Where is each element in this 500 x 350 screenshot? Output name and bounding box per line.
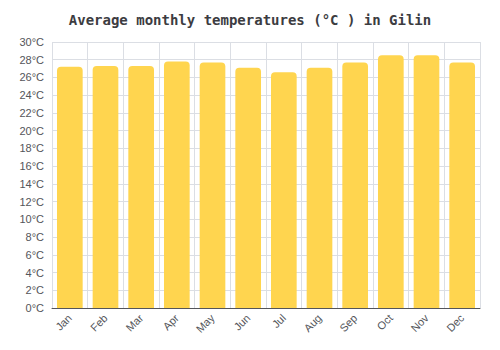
svg-text:Apr: Apr <box>161 312 182 333</box>
svg-text:8°C: 8°C <box>26 231 45 243</box>
svg-text:14°C: 14°C <box>19 178 44 190</box>
svg-text:26°C: 26°C <box>19 71 44 83</box>
svg-text:18°C: 18°C <box>19 142 44 154</box>
svg-text:0°C: 0°C <box>26 302 45 314</box>
svg-text:10°C: 10°C <box>19 213 44 225</box>
svg-text:Oct: Oct <box>375 312 396 333</box>
svg-text:Jan: Jan <box>53 312 74 333</box>
svg-text:30°C: 30°C <box>19 36 44 48</box>
svg-text:Feb: Feb <box>88 312 110 334</box>
svg-text:12°C: 12°C <box>19 196 44 208</box>
svg-text:22°C: 22°C <box>19 107 44 119</box>
svg-text:20°C: 20°C <box>19 125 44 137</box>
svg-text:Sep: Sep <box>337 312 359 334</box>
svg-text:Average monthly temperatures (: Average monthly temperatures (°C ) in Gi… <box>69 12 431 28</box>
svg-text:16°C: 16°C <box>19 160 44 172</box>
svg-text:May: May <box>194 311 218 335</box>
svg-text:24°C: 24°C <box>19 89 44 101</box>
svg-text:4°C: 4°C <box>26 267 45 279</box>
svg-text:Aug: Aug <box>301 312 323 334</box>
svg-text:Dec: Dec <box>444 311 467 334</box>
svg-text:2°C: 2°C <box>26 284 45 296</box>
svg-text:6°C: 6°C <box>26 249 45 261</box>
svg-text:Jun: Jun <box>231 312 252 333</box>
svg-text:28°C: 28°C <box>19 54 44 66</box>
svg-text:Nov: Nov <box>408 311 431 334</box>
svg-text:Mar: Mar <box>124 312 146 334</box>
svg-text:Jul: Jul <box>270 312 288 330</box>
